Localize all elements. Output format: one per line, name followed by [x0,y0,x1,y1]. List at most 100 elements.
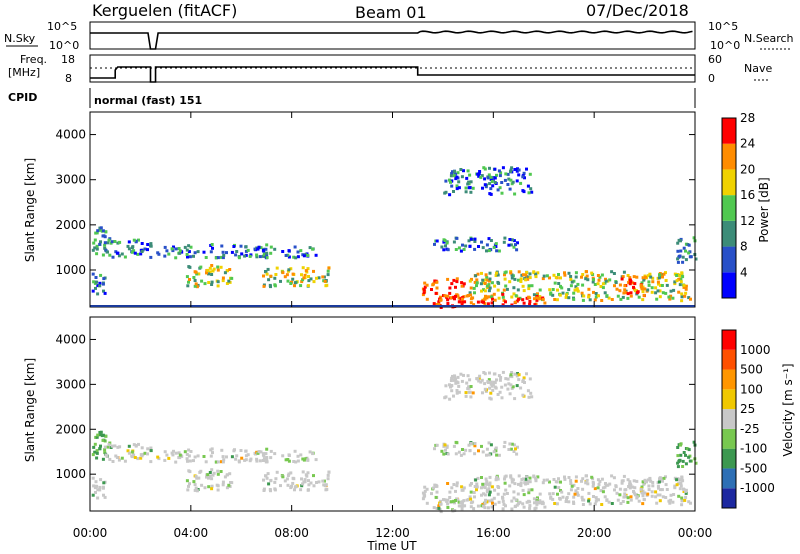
velocity-cell [502,492,506,496]
power-cell [435,286,439,290]
power-cell [466,169,470,173]
velocity-cell [99,444,102,448]
power-cell [230,250,234,254]
power-cell [210,264,214,267]
power-cell [574,271,578,275]
velocity-cell [497,500,501,504]
velocity-cell [587,491,591,495]
power-cell [509,243,513,247]
power-cell [189,245,193,249]
velocity-cell [468,483,472,487]
velocity-cell [569,482,573,485]
velocity-cell [315,481,318,484]
beam-title: Beam 01 [355,3,427,22]
velocity-cell [274,477,278,481]
power-cell [512,245,516,249]
velocity-cell [185,457,189,461]
power-cell [680,271,684,275]
velocity-cell [222,458,226,462]
power-cell [543,301,547,305]
power-cell [437,300,441,304]
power-cell [538,295,542,299]
velocity-cell [450,376,454,380]
velocity-cell [628,480,632,484]
velocity-cell [678,458,682,462]
velocity-cell [694,461,698,465]
power-cell [95,244,99,248]
velocity-cell [526,480,530,483]
velocity-cell [503,440,507,444]
power-cell [473,291,476,295]
power-cell [207,272,210,276]
velocity-cell [470,482,473,485]
velocity-cell [521,477,525,481]
power-cell [487,237,491,241]
velocity-cell [676,454,680,458]
velocity-cell [600,477,604,481]
power-cell [459,249,463,253]
nsky-tick-high: 10^5 [47,20,77,33]
power-cell [563,273,567,277]
velocity-cell [108,457,112,461]
power-cell [528,276,532,280]
velocity-cell [594,499,598,503]
velocity-cell [448,383,451,387]
velocity-cell [501,499,505,503]
velocity-cell [515,503,519,507]
power-cell [289,267,293,271]
power-cell [552,273,556,277]
power-cell [525,275,529,279]
velocity-cell [684,462,688,466]
power-cell [591,280,595,284]
power-cell [516,241,519,245]
velocity-cell [464,394,468,398]
power-cell [576,289,580,293]
velocity-cell [557,486,561,490]
power-colorbar-label: Power [dB] [757,177,771,242]
power-cell [475,284,478,288]
velocity-cell [477,379,481,383]
velocity-cell [287,472,291,476]
velocity-cell [569,479,573,483]
power-cell [604,279,608,283]
power-cell [274,273,278,276]
power-cell [165,249,169,253]
velocity-cell [461,504,465,508]
velocity-cell [515,384,519,388]
power-cell [510,295,514,299]
power-cell [460,297,464,301]
velocity-cell [503,383,507,387]
velocity-cell [244,449,248,453]
power-cell [93,246,97,250]
date-title: 07/Dec/2018 [586,1,689,20]
velocity-cell [510,499,514,503]
velocity-cell [444,448,447,452]
power-cell [452,174,456,178]
velocity-cell [194,486,198,490]
velocity-cell [445,445,449,449]
power-cell [488,277,492,281]
power-cell [194,282,198,286]
velocity-cell [443,443,447,447]
power-cell [491,297,494,301]
velocity-cell [672,493,676,496]
power-cell [504,284,508,288]
power-cell [511,180,515,184]
power-cell [209,250,213,254]
colorbar-swatch [722,428,736,449]
power-cell [596,274,600,277]
velocity-cell [496,393,500,396]
velocity-cell [554,480,558,484]
power-cell [455,293,459,297]
power-cell [473,237,477,241]
power-cell [490,301,494,305]
power-cell [680,299,684,303]
x-tick-label: 08:00 [274,526,309,540]
power-cell [296,255,300,259]
power-cell [448,178,451,182]
velocity-cell [439,499,442,503]
velocity-cell [667,499,671,503]
velocity-cell [622,474,626,478]
power-cell [679,249,683,253]
power-cell [448,291,452,295]
